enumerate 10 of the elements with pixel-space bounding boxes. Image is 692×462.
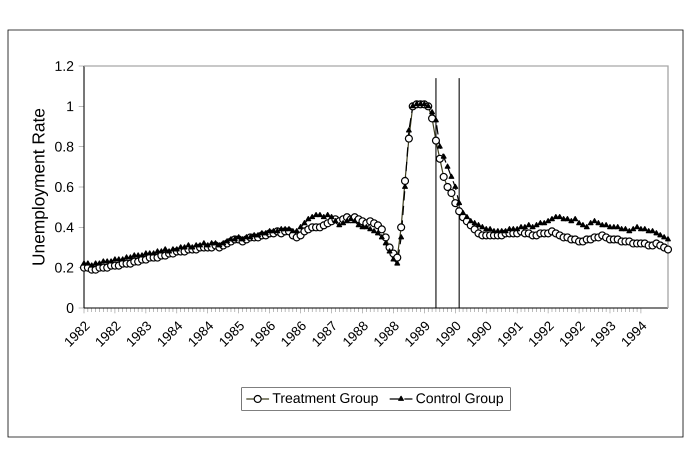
y-tick-label: 0.8 — [55, 142, 74, 152]
y-tick-label: 0.4 — [55, 222, 74, 232]
y-tick-label: 1 — [67, 102, 74, 112]
y-tick-label: 0.6 — [55, 182, 74, 192]
y-axis-title: Unemployment Rate — [32, 108, 48, 265]
y-tick-label: 0.2 — [55, 262, 74, 273]
legend-label: Control Group — [416, 392, 504, 406]
y-tick-label: 1.2 — [56, 61, 74, 71]
legend-label: Treatment Group — [272, 393, 378, 406]
y-tick-label: 0 — [66, 303, 74, 313]
